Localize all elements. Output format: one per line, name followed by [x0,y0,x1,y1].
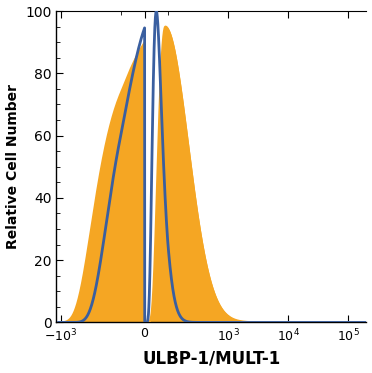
X-axis label: ULBP-1/MULT-1: ULBP-1/MULT-1 [142,350,280,367]
Y-axis label: Relative Cell Number: Relative Cell Number [6,84,20,249]
